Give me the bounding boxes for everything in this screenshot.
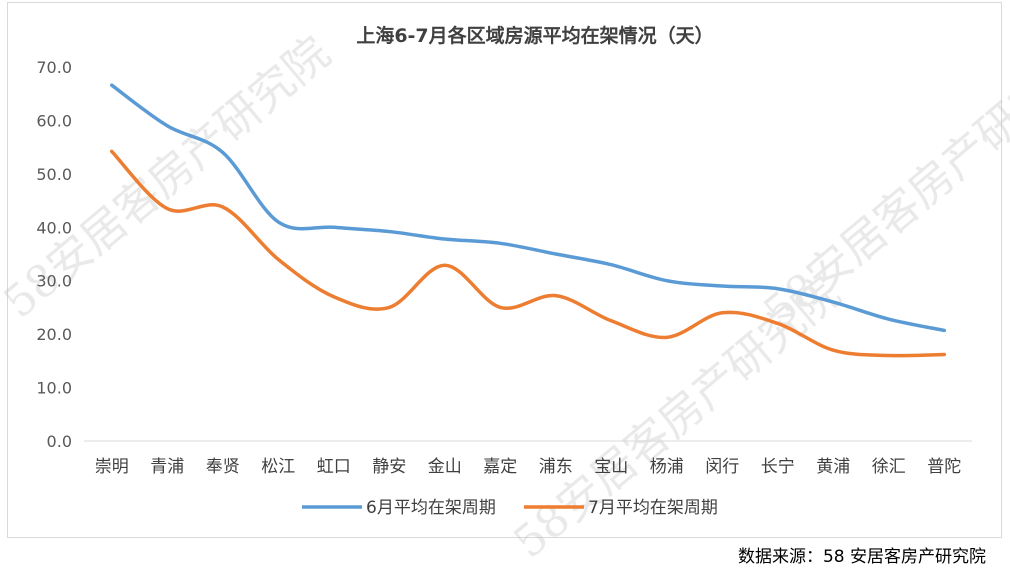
chart-frame xyxy=(7,2,1002,538)
data-point-s2-静安 xyxy=(387,305,391,309)
data-point-s2-长宁 xyxy=(776,321,780,325)
data-point-s1-静安 xyxy=(387,230,391,234)
x-tick-label: 嘉定 xyxy=(483,457,517,477)
y-tick-label: 40.0 xyxy=(36,218,72,237)
x-tick-label: 杨浦 xyxy=(650,457,684,477)
data-point-s1-长宁 xyxy=(776,287,780,291)
x-tick-label: 黄浦 xyxy=(816,457,850,477)
x-tick-label: 青浦 xyxy=(150,457,184,477)
data-point-s1-杨浦 xyxy=(665,279,669,283)
data-point-s2-闵行 xyxy=(720,311,724,315)
data-point-s2-青浦 xyxy=(165,207,169,211)
x-tick-label: 长宁 xyxy=(761,457,795,477)
x-tick-label: 宝山 xyxy=(594,457,628,477)
y-axis: 0.0 10.0 20.0 30.0 40.0 50.0 60.0 70.0 xyxy=(36,58,72,451)
data-point-s2-普陀 xyxy=(942,352,946,356)
data-point-s1-崇明 xyxy=(110,83,114,87)
data-point-s1-松江 xyxy=(276,220,280,224)
data-point-s2-松江 xyxy=(276,257,280,261)
x-tick-label: 浦东 xyxy=(539,457,573,477)
x-tick-label: 金山 xyxy=(428,457,462,477)
series-layer xyxy=(110,83,946,358)
x-tick-label: 静安 xyxy=(372,457,406,477)
y-tick-label: 0.0 xyxy=(47,432,72,451)
legend-label-1: 6月平均在架周期 xyxy=(366,498,496,518)
x-tick-label: 闵行 xyxy=(705,457,739,477)
y-tick-label: 10.0 xyxy=(36,379,72,398)
data-point-s1-徐汇 xyxy=(887,317,891,321)
data-point-s2-宝山 xyxy=(609,319,613,323)
data-point-s1-金山 xyxy=(443,237,447,241)
y-tick-label: 60.0 xyxy=(36,111,72,130)
x-axis: 崇明 青浦 奉贤 松江 虹口 静安 金山 嘉定 浦东 宝山 杨浦 闵行 长宁 黄浦 徐汇 普陀 xyxy=(84,440,972,477)
x-tick-label: 普陀 xyxy=(927,457,961,477)
data-source-note: 数据来源：58 安居客房产研究院 xyxy=(737,547,986,567)
data-point-s1-浦东 xyxy=(554,252,558,256)
y-tick-label: 50.0 xyxy=(36,165,72,184)
data-point-s1-虹口 xyxy=(332,225,336,229)
data-point-s2-黄浦 xyxy=(831,348,835,352)
legend: 6月平均在架周期 7月平均在架周期 xyxy=(302,498,718,518)
series-line-2 xyxy=(110,149,946,358)
data-point-s2-浦东 xyxy=(554,294,558,298)
data-point-s1-嘉定 xyxy=(498,241,502,245)
y-tick-label: 30.0 xyxy=(36,272,72,291)
chart-title: 上海6-7月各区域房源平均在架情况（天） xyxy=(356,24,713,47)
data-point-s1-黄浦 xyxy=(831,300,835,304)
data-point-s2-杨浦 xyxy=(665,335,669,339)
y-tick-label: 20.0 xyxy=(36,325,72,344)
x-tick-label: 虹口 xyxy=(317,457,351,477)
data-point-s2-嘉定 xyxy=(498,305,502,309)
data-point-s2-徐汇 xyxy=(887,354,891,358)
watermark-layer: 58安居客房产研究院 58安居客房产研究院 58安居客房产研究院 xyxy=(0,27,1010,568)
data-point-s1-闵行 xyxy=(720,284,724,288)
x-tick-label: 松江 xyxy=(261,457,295,477)
legend-label-2: 7月平均在架周期 xyxy=(588,498,718,518)
data-point-s2-崇明 xyxy=(110,149,114,153)
x-tick-label: 徐汇 xyxy=(872,457,906,477)
data-point-s1-奉贤 xyxy=(221,150,225,154)
x-tick-label: 奉贤 xyxy=(206,457,240,477)
x-tick-label: 崇明 xyxy=(95,457,129,477)
y-tick-label: 70.0 xyxy=(36,58,72,77)
data-point-s2-金山 xyxy=(443,263,447,267)
data-point-s1-普陀 xyxy=(942,328,946,332)
series-line-1 xyxy=(110,83,946,333)
data-point-s2-虹口 xyxy=(332,295,336,299)
data-point-s2-奉贤 xyxy=(221,205,225,209)
data-point-s1-青浦 xyxy=(165,124,169,128)
data-point-s1-宝山 xyxy=(609,263,613,267)
